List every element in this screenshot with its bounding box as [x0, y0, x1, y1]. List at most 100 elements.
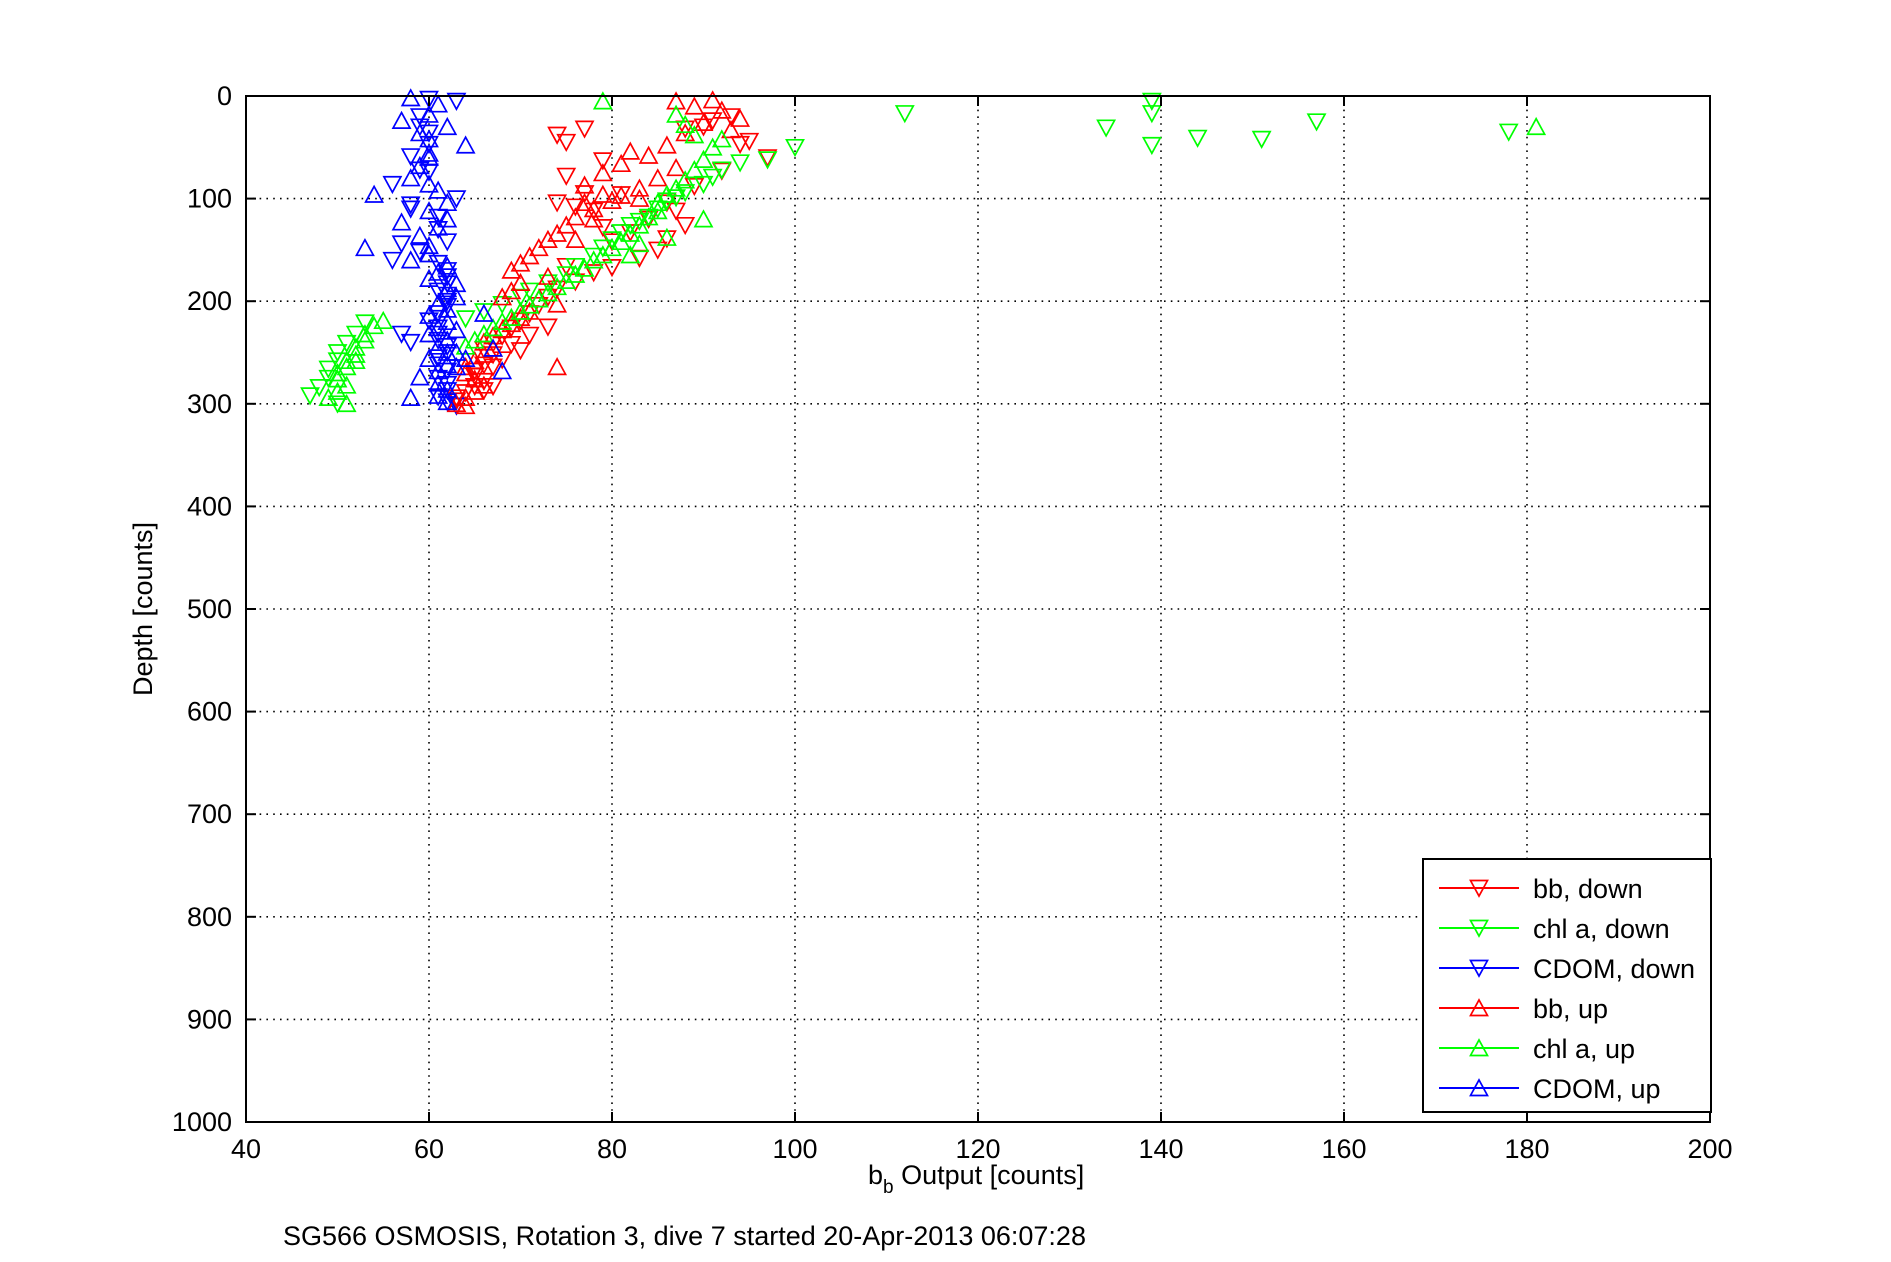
data-point: [574, 258, 595, 277]
data-point: [473, 344, 494, 363]
data-point: [721, 120, 741, 139]
data-point: [473, 324, 494, 343]
data-point: [647, 168, 668, 187]
data-point: [574, 185, 595, 204]
data-point: [492, 361, 513, 380]
data-point: [675, 216, 696, 236]
data-point: [400, 200, 421, 219]
data-point: [382, 175, 403, 195]
data-point: [437, 354, 458, 374]
data-point: [592, 91, 613, 110]
y-tick-label: 400: [187, 491, 232, 521]
data-point: [446, 357, 467, 376]
data-point: [428, 373, 449, 392]
legend-marker-icon: [1469, 1078, 1489, 1097]
y-tick-label: 1000: [172, 1107, 232, 1137]
data-point: [437, 299, 458, 318]
x-tick-label: 60: [414, 1134, 444, 1164]
data-point: [894, 105, 915, 124]
legend-item-chl-a-up[interactable]: chl a, up: [1439, 1034, 1635, 1064]
legend-item-cdom-up[interactable]: CDOM, up: [1439, 1074, 1661, 1104]
data-point: [409, 155, 430, 175]
data-point: [409, 225, 430, 244]
data-point: [455, 387, 476, 406]
data-point: [565, 198, 586, 217]
data-point: [437, 256, 458, 275]
data-point: [419, 201, 439, 220]
data-point: [1141, 105, 1162, 124]
data-point: [437, 379, 458, 398]
data-point: [428, 336, 449, 355]
data-point: [675, 170, 696, 189]
data-point: [629, 215, 650, 234]
legend-marker-icon: [1469, 959, 1489, 978]
data-point: [1498, 123, 1519, 142]
data-point: [519, 295, 540, 314]
data-point: [611, 185, 632, 204]
data-point: [428, 293, 449, 312]
legend-marker-icon: [1469, 879, 1489, 898]
data-point: [501, 335, 522, 355]
data-point: [345, 350, 366, 370]
data-point: [656, 135, 677, 154]
legend-item-chl-a-down[interactable]: chl a, down: [1439, 914, 1670, 944]
data-point: [419, 147, 439, 166]
legend-box: [1422, 858, 1712, 1113]
legend[interactable]: bb, down chl a, down CDOM, down bb, up chl a…: [1422, 858, 1712, 1113]
legend-item-cdom-down[interactable]: CDOM, down: [1439, 954, 1695, 984]
data-point: [483, 338, 503, 357]
data-point: [528, 289, 549, 308]
data-point: [400, 250, 421, 269]
legend-item-bb-up[interactable]: bb, up: [1439, 994, 1608, 1024]
data-point: [355, 238, 375, 257]
data-point: [419, 244, 439, 263]
data-point: [400, 387, 421, 406]
data-point: [501, 260, 522, 279]
data-point: [409, 243, 430, 262]
data-point: [602, 238, 622, 257]
legend-label: CDOM, down: [1533, 954, 1695, 984]
data-point: [565, 264, 586, 283]
data-point: [391, 212, 412, 231]
data-point: [711, 129, 732, 148]
data-point: [519, 326, 540, 345]
data-point: [327, 369, 348, 388]
data-point: [693, 112, 714, 132]
y-tick-label: 300: [187, 389, 232, 419]
x-axis-label-base: b: [868, 1160, 883, 1190]
data-point: [538, 229, 558, 248]
data-point: [1187, 129, 1208, 148]
y-tick-label: 500: [187, 594, 232, 624]
data-point: [473, 375, 494, 394]
data-point: [556, 133, 577, 153]
data-point: [400, 333, 421, 353]
data-point: [1251, 130, 1272, 149]
y-tick-label: 700: [187, 799, 232, 829]
data-point: [693, 149, 714, 168]
legend-item-bb-down[interactable]: bb, down: [1439, 874, 1643, 904]
data-point: [583, 202, 604, 221]
x-tick-label: 140: [1138, 1134, 1183, 1164]
data-point: [666, 189, 686, 208]
data-point: [638, 207, 659, 226]
figure-caption: SG566 OSMOSIS, Rotation 3, dive 7 starte…: [283, 1221, 1086, 1251]
data-point: [428, 318, 449, 337]
x-tick-label: 180: [1504, 1134, 1549, 1164]
data-point: [711, 100, 732, 119]
data-point: [656, 227, 677, 246]
data-point: [510, 272, 531, 292]
data-point: [428, 94, 449, 113]
data-point: [345, 344, 366, 363]
data-point: [483, 318, 503, 337]
data-point: [419, 235, 439, 255]
legend-marker-icon: [1469, 1038, 1489, 1057]
data-point: [510, 342, 531, 361]
data-point: [400, 196, 421, 215]
data-point: [574, 192, 595, 212]
data-point: [565, 207, 586, 226]
data-point: [620, 223, 641, 242]
data-point: [647, 201, 668, 220]
data-point: [592, 245, 613, 264]
data-point: [400, 168, 421, 187]
data-point: [675, 114, 696, 134]
